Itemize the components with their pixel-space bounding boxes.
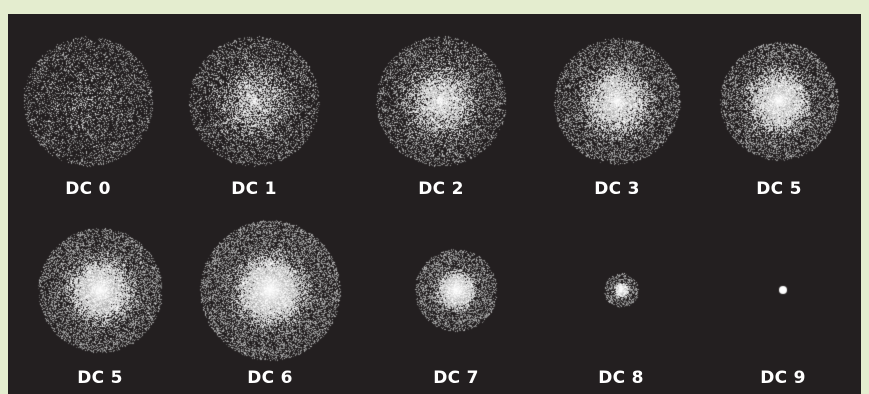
- dc-label: DC 1: [231, 179, 277, 199]
- dc-label: DC 8: [598, 368, 644, 388]
- dc-label: DC 7: [433, 368, 479, 388]
- noise-disc-dc1: [187, 34, 321, 168]
- noise-disc-dc8: [602, 271, 640, 309]
- dc-label: DC 5: [77, 368, 123, 388]
- dc-cell: DC 2: [356, 19, 526, 199]
- dc-cell: DC 1: [169, 19, 339, 199]
- noise-disc-dc7: [413, 247, 499, 333]
- dc-label: DC 2: [418, 179, 464, 199]
- noise-disc-dc3: [552, 36, 682, 166]
- noise-disc-dc6: [198, 218, 342, 362]
- dc-label: DC 0: [65, 179, 111, 199]
- noise-disc-dc5a: [718, 40, 840, 162]
- dc-panel: DC 0 DC 1 DC 2 DC 3 DC 5 DC 5 DC 6: [8, 14, 861, 394]
- noise-disc-dc2: [374, 34, 508, 168]
- dc-cell: DC 7: [371, 208, 541, 388]
- noise-disc-dc0: [21, 34, 155, 168]
- dc-cell: DC 5: [15, 208, 185, 388]
- dc-cell: DC 6: [185, 208, 355, 388]
- dc-cell: DC 5: [694, 19, 864, 199]
- dc-cell: DC 9: [698, 208, 868, 388]
- dc-label: DC 5: [756, 179, 802, 199]
- dc-cell: DC 3: [532, 19, 702, 199]
- dc-cell: DC 8: [536, 208, 706, 388]
- dc-label: DC 6: [247, 368, 293, 388]
- noise-disc-dc9: [777, 284, 789, 296]
- dc-cell: DC 0: [3, 19, 173, 199]
- dc-label: DC 9: [760, 368, 806, 388]
- noise-disc-dc5b: [36, 226, 164, 354]
- dc-label: DC 3: [594, 179, 640, 199]
